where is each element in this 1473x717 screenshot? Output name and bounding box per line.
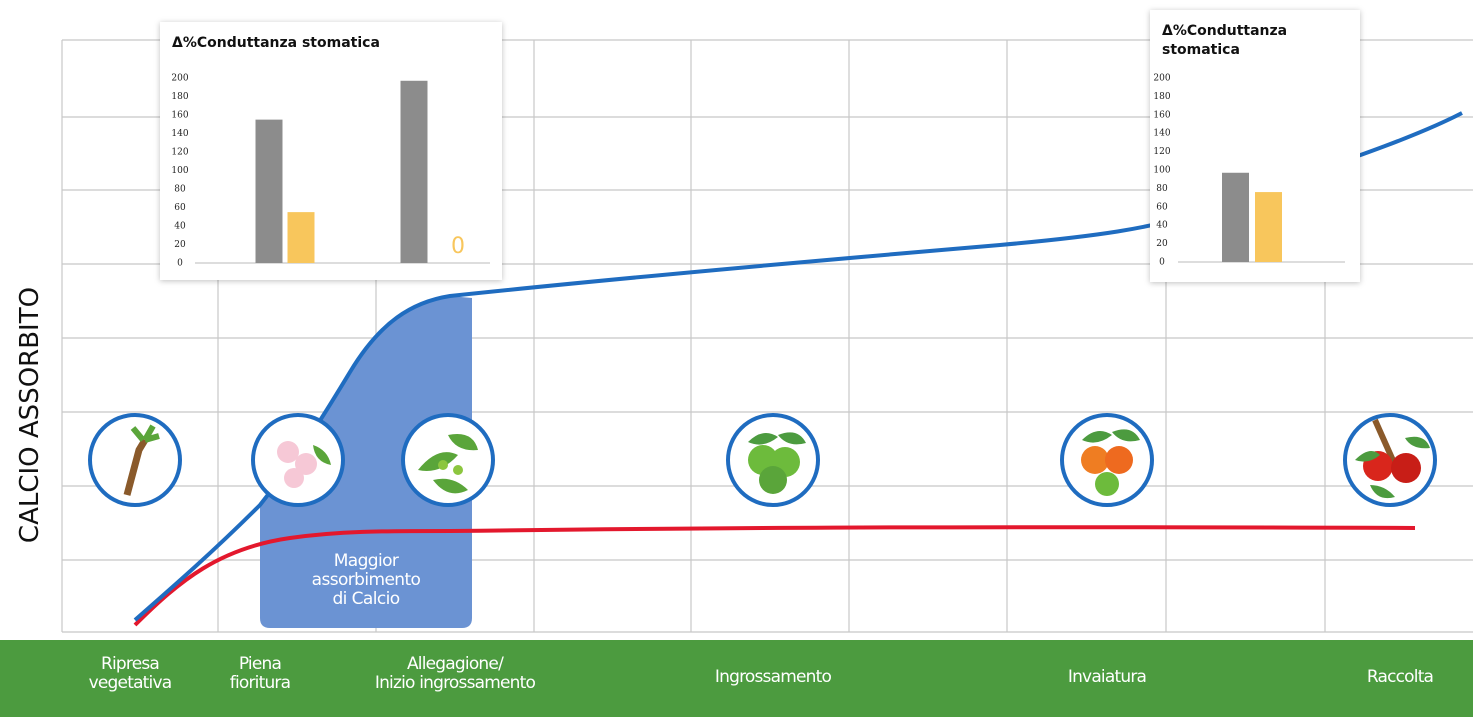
stage-label: Piena fioritura [229,654,291,693]
stage-label: Ingrossamento [714,667,832,687]
red-curve [133,525,1416,627]
y-tick-label: 160 [1153,110,1170,120]
stage-band [0,640,1473,717]
bar [255,119,283,263]
y-tick-label: 60 [174,203,186,213]
y-tick-label: 40 [174,222,186,232]
y-tick-label: 200 [1153,74,1170,84]
y-tick-label: 20 [174,240,186,250]
y-tick-label: 40 [1156,221,1168,231]
y-tick-label: 200 [171,74,188,84]
y-tick-label: 80 [174,185,186,195]
annotation: Maggior assorbimento di Calcio [311,551,421,609]
inset-title: Δ%Conduttanza stomatica [1162,23,1288,58]
bar [287,212,315,263]
y-tick-label: 60 [1156,202,1168,212]
stage-label: Allegagione/ Inizio ingrossamento [374,654,536,693]
inset-plots: 0 20 40 60 80 100 120 140 160 180 200 0 0 20 40 60 80 100… [171,74,1345,269]
y-tick-label: 120 [1153,147,1170,157]
bar [400,80,428,264]
bar [1222,172,1249,262]
y-tick-label: 140 [171,129,188,139]
stage-label: Invaiatura [1067,667,1147,687]
y-tick-label: 180 [1153,92,1170,102]
y-tick-label: 100 [1153,166,1170,176]
y-axis-label: CALCIO ASSORBITO [15,286,45,544]
y-tick-label: 80 [1156,184,1168,194]
bar [1255,192,1282,262]
y-tick-label: 20 [1156,239,1168,249]
y-tick-label: 140 [1153,129,1170,139]
value-label: 0 [451,234,465,259]
stage-label: Ripresa vegetativa [88,654,173,693]
y-tick-label: 0 [1159,258,1165,268]
stage-icons [88,413,1437,507]
y-tick-label: 0 [177,259,183,269]
stage-label: Raccolta [1366,667,1434,687]
highlight-area [260,296,472,628]
y-tick-label: 160 [171,111,188,121]
y-tick-label: 180 [171,92,188,102]
inset-box [160,22,502,280]
inset-title: Δ%Conduttanza stomatica [172,35,380,51]
y-tick-label: 120 [171,148,188,158]
y-tick-label: 100 [171,166,188,176]
